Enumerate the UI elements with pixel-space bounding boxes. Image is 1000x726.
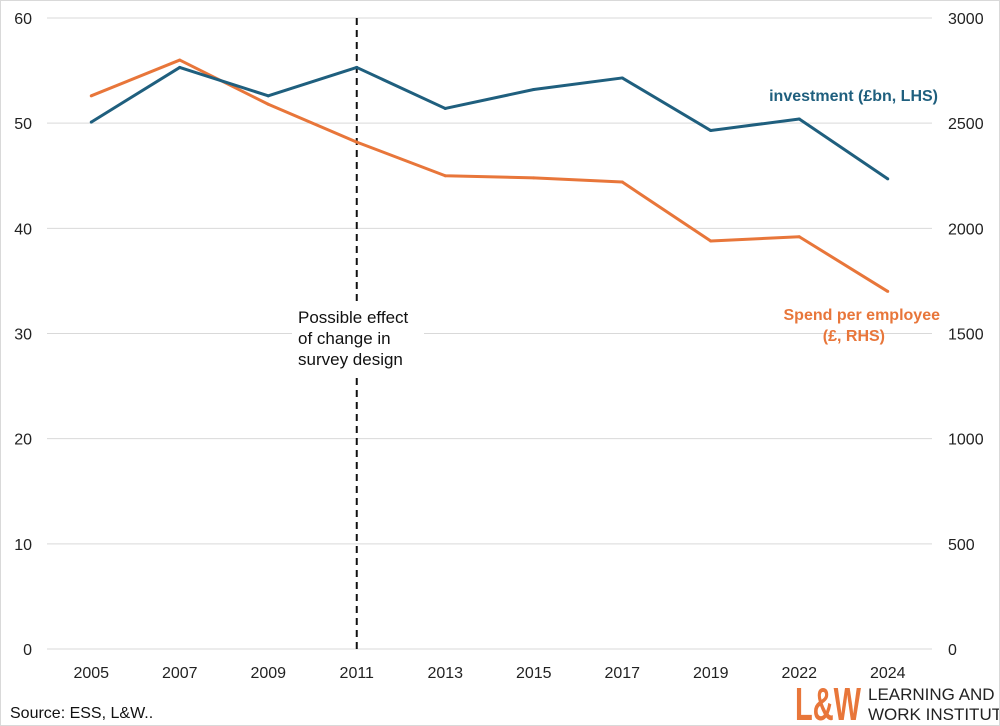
annotation-background (292, 302, 424, 374)
series-label-spend-line-1: Spend per employee (784, 307, 941, 324)
annotation-line-3: survey design (298, 350, 403, 369)
investment-point (797, 117, 801, 121)
spend-point (355, 140, 359, 144)
investment-point (178, 65, 182, 69)
logo-mark: L&W (795, 678, 861, 726)
source-note: Source: ESS, L&W.. (10, 705, 153, 722)
x-tick-label: 2005 (73, 665, 109, 682)
right-tick-label: 3000 (948, 11, 984, 28)
right-tick-label: 2500 (948, 116, 984, 133)
annotation-line-2: of change in (298, 329, 391, 348)
investment-point (355, 65, 359, 69)
spend-point (89, 94, 93, 98)
right-tick-label: 2000 (948, 221, 984, 238)
left-tick-label: 10 (14, 537, 32, 554)
x-tick-label: 2011 (340, 665, 375, 682)
investment-point (886, 177, 890, 181)
investment-point (532, 88, 536, 92)
investment-point (89, 120, 93, 124)
spend-point (266, 102, 270, 106)
series-points-spend (89, 58, 890, 293)
right-tick-label: 0 (948, 642, 957, 659)
logo-line-1: LEARNING AND (868, 685, 995, 704)
spend-point (620, 180, 624, 184)
left-axis-ticks: 0 10 20 30 40 50 60 (14, 11, 32, 659)
series-line-investment (90, 65, 889, 181)
x-tick-label: 2019 (693, 665, 729, 682)
logo-line-2: WORK INSTITUTE (868, 705, 1000, 724)
spend-point (709, 239, 713, 243)
spend-point (532, 176, 536, 180)
x-tick-label: 2022 (781, 665, 817, 682)
series-points-investment (89, 65, 890, 181)
left-tick-label: 40 (14, 221, 32, 238)
series-label-spend-line-2: (£, RHS) (823, 328, 885, 345)
annotation-line-1: Possible effect (298, 308, 409, 327)
investment-point (709, 129, 713, 133)
investment-point (620, 76, 624, 80)
x-tick-label: 2007 (162, 665, 198, 682)
left-tick-label: 20 (14, 432, 32, 449)
gridlines (47, 17, 932, 650)
lw-logo: L&W LEARNING AND WORK INSTITUTE (795, 678, 1000, 726)
x-tick-label: 2024 (870, 665, 906, 682)
left-tick-label: 30 (14, 327, 32, 344)
x-tick-label: 2013 (427, 665, 463, 682)
left-tick-label: 50 (14, 116, 32, 133)
series-label-investment: investment (£bn, LHS) (769, 88, 938, 105)
right-tick-label: 500 (948, 537, 975, 554)
x-axis-ticks: 2005 2007 2009 2011 2013 2015 2017 2019 2022 2024 (73, 665, 905, 682)
left-tick-label: 60 (14, 11, 32, 28)
spend-point (797, 235, 801, 239)
spend-point (886, 289, 890, 293)
right-tick-label: 1500 (948, 327, 984, 344)
x-tick-label: 2015 (516, 665, 552, 682)
right-axis-ticks: 0 500 1000 1500 2000 2500 3000 (948, 11, 984, 659)
investment-point (443, 106, 447, 110)
x-tick-label: 2017 (604, 665, 640, 682)
right-tick-label: 1000 (948, 432, 984, 449)
investment-point (266, 94, 270, 98)
left-tick-label: 0 (23, 642, 32, 659)
x-tick-label: 2009 (250, 665, 286, 682)
spend-point (178, 58, 182, 62)
spend-point (443, 174, 447, 178)
